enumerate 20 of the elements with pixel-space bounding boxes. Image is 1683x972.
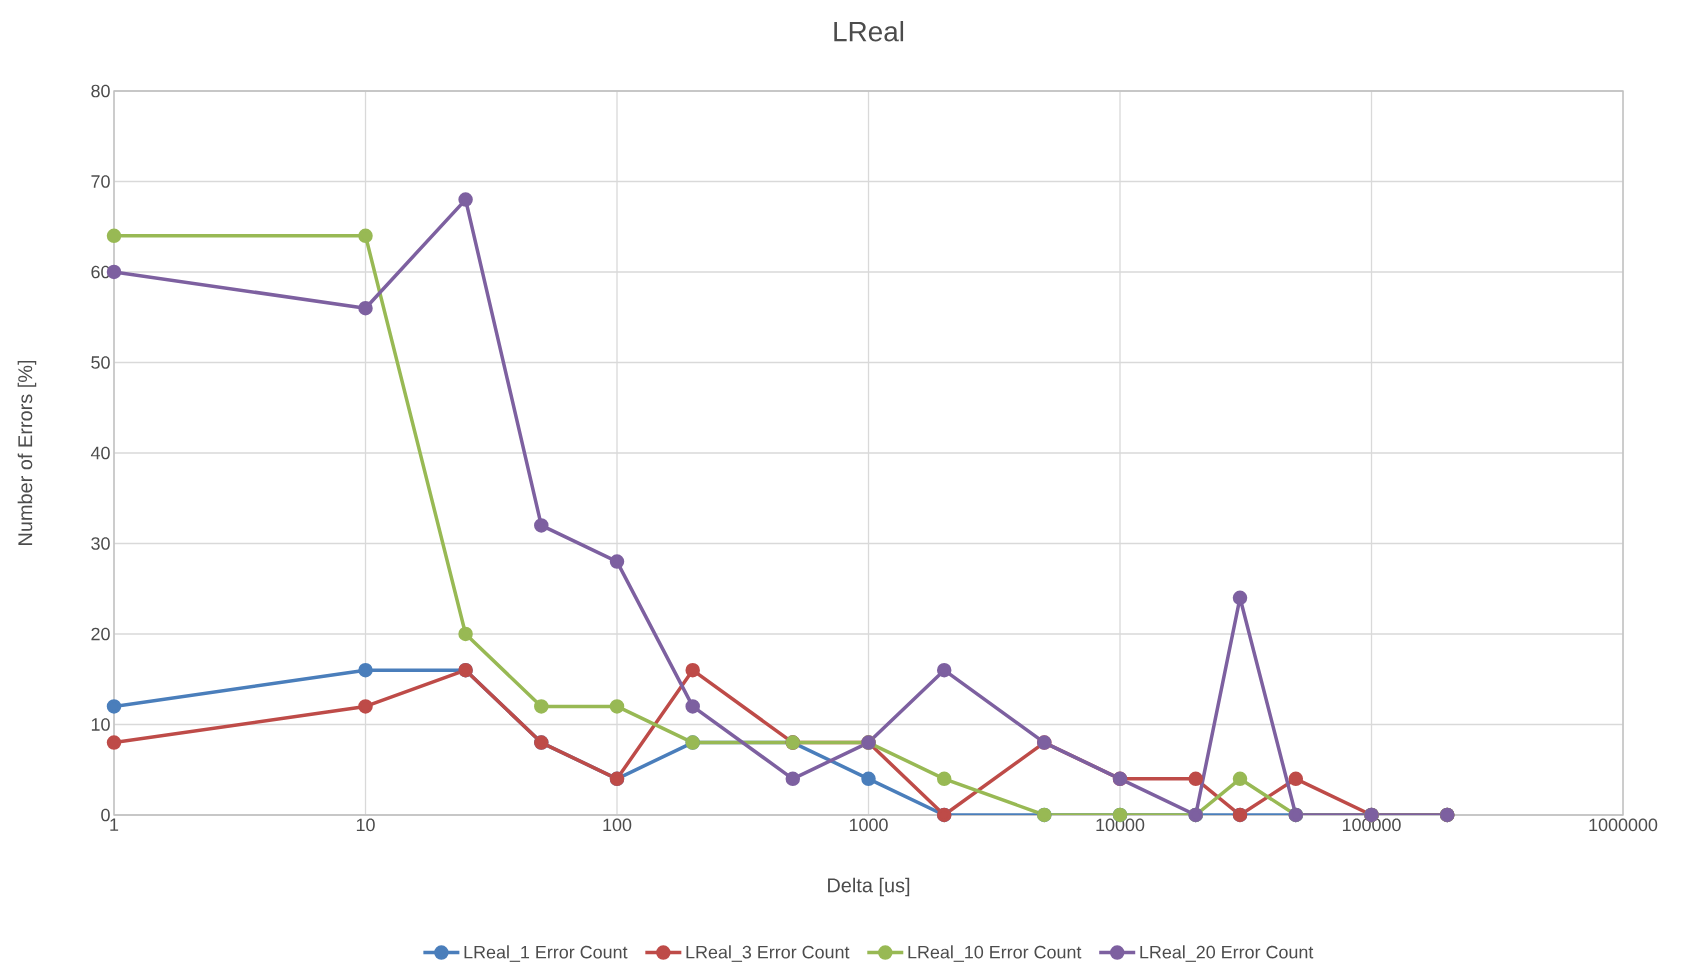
x-tick-label: 1000000 <box>1589 818 1658 832</box>
x-tick-label: 100 <box>603 818 632 832</box>
legend-label: LReal_1 Error Count <box>464 945 628 962</box>
x-tick-label: 10 <box>356 818 375 832</box>
y-tick-label: 20 <box>91 627 110 641</box>
legend-label: LReal_10 Error Count <box>908 945 1082 962</box>
legend-label: LReal_20 Error Count <box>1140 945 1314 962</box>
chart-title: LReal <box>834 21 904 42</box>
y-tick-label: 10 <box>91 718 110 731</box>
y-tick-label: 0 <box>101 808 110 822</box>
legend-label: LReal_3 Error Count <box>686 945 850 962</box>
x-tick-label: 1000 <box>849 818 888 832</box>
y-tick-label: 80 <box>91 84 110 98</box>
y-tick-label: 30 <box>91 537 110 550</box>
y-tick-label: 50 <box>91 356 110 369</box>
x-tick-label: 1 <box>110 818 119 831</box>
y-tick-label: 40 <box>90 446 110 460</box>
y-axis-title: Number of Errors [%] <box>17 360 37 545</box>
x-axis-title: Delta [us] <box>828 877 910 897</box>
y-tick-label: 70 <box>91 175 110 188</box>
